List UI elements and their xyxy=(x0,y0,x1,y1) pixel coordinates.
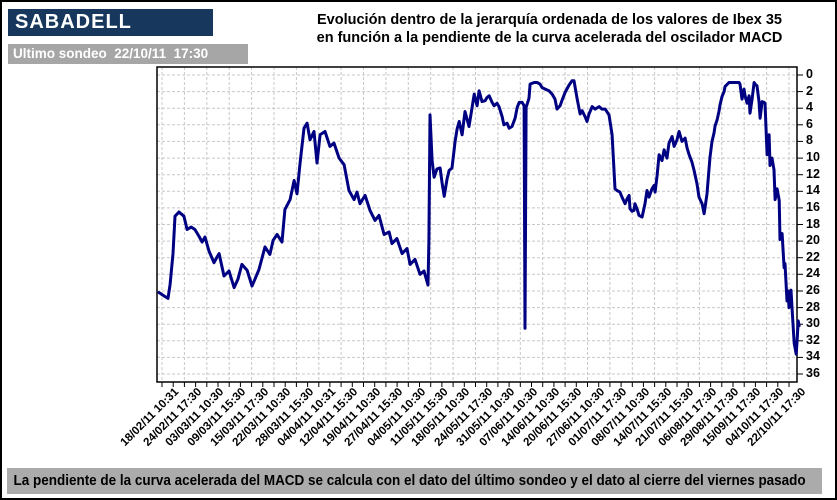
y-tick-label: 10 xyxy=(806,150,820,165)
y-tick-label: 24 xyxy=(806,266,820,281)
footer-note: La pendiente de la curva acelerada del M… xyxy=(13,473,806,489)
y-tick-label: 34 xyxy=(806,349,820,364)
y-tick-label: 22 xyxy=(806,249,820,264)
series-line xyxy=(157,79,801,356)
y-tick-label: 36 xyxy=(806,366,820,381)
footer-note-bar: La pendiente de la curva acelerada del M… xyxy=(7,468,822,494)
y-tick-label: 2 xyxy=(806,83,813,98)
chart-title-line2: en función a la pendiente de la curva ac… xyxy=(316,30,783,46)
last-poll-date: 22/10/11 xyxy=(114,46,167,61)
y-tick-label: 18 xyxy=(806,216,820,231)
y-tick-label: 12 xyxy=(806,166,820,181)
y-tick-label: 30 xyxy=(806,316,820,331)
last-poll-label: Ultimo sondeo xyxy=(13,46,107,61)
chart-title: Evolución dentro de la jerarquía ordenad… xyxy=(267,11,832,47)
y-tick-label: 8 xyxy=(806,133,813,148)
chart-title-line1: Evolución dentro de la jerarquía ordenad… xyxy=(317,12,782,28)
y-tick-label: 4 xyxy=(806,100,813,115)
y-tick-label: 14 xyxy=(806,183,820,198)
brand-header: SABADELL xyxy=(8,9,213,36)
brand-name: SABADELL xyxy=(15,11,132,33)
y-tick-label: 26 xyxy=(806,282,820,297)
y-tick-label: 20 xyxy=(806,233,820,248)
y-tick-label: 32 xyxy=(806,332,820,347)
y-tick-label: 6 xyxy=(806,116,813,131)
y-tick-label: 16 xyxy=(806,199,820,214)
last-poll-time: 17:30 xyxy=(173,46,209,61)
y-tick-label: 28 xyxy=(806,299,820,314)
y-tick-label: 0 xyxy=(806,67,813,81)
last-poll-bar: Ultimo sondeo 22/10/11 17:30 xyxy=(8,44,248,64)
